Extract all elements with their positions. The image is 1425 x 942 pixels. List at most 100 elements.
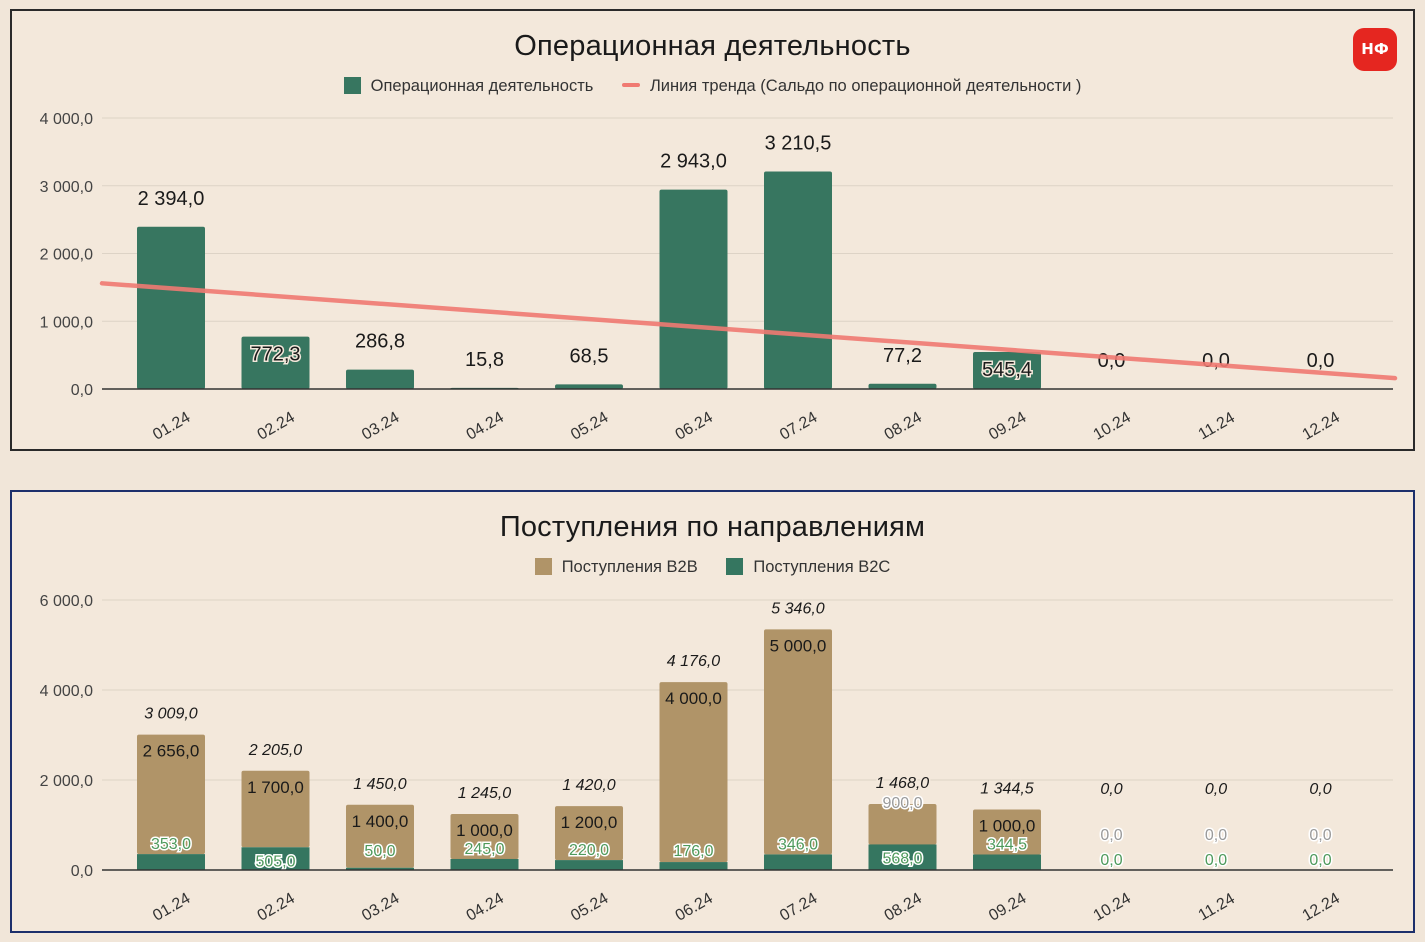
b2c-value-label: 505,0 bbox=[255, 853, 295, 870]
total-label: 2 205,0 bbox=[248, 742, 302, 759]
bar-b2c bbox=[241, 847, 310, 870]
y-tick-label: 1 000,0 bbox=[40, 314, 93, 331]
b2c-value-label: 0,0 bbox=[1309, 852, 1331, 869]
data-label: 0,0 bbox=[1202, 350, 1230, 372]
total-label: 3 009,0 bbox=[144, 706, 197, 723]
chart-title: Поступления по направлениям bbox=[499, 511, 926, 543]
b2c-value-label: 568,0 bbox=[882, 850, 922, 867]
y-tick-label: 0,0 bbox=[71, 863, 93, 880]
b2b-value-label: 1 000,0 bbox=[979, 816, 1036, 835]
x-tick-label: 08.24 bbox=[882, 890, 925, 925]
x-tick-label: 06.24 bbox=[673, 409, 716, 444]
total-label: 1 344,5 bbox=[980, 780, 1033, 797]
x-tick-label: 09.24 bbox=[986, 890, 1029, 925]
x-tick-label: 12.24 bbox=[1300, 890, 1343, 925]
b2c-value-label: 50,0 bbox=[364, 843, 395, 860]
b2c-value-label: 353,0 bbox=[151, 836, 191, 853]
data-label: 545,4 bbox=[982, 359, 1032, 381]
y-tick-label: 6 000,0 bbox=[40, 593, 93, 610]
x-tick-label: 07.24 bbox=[777, 409, 820, 444]
x-tick-label: 04.24 bbox=[464, 409, 507, 444]
b2b-value-label: 1 700,0 bbox=[247, 778, 304, 797]
b2b-value-label: 0,0 bbox=[1205, 827, 1227, 844]
data-label: 772,3 bbox=[250, 344, 300, 366]
total-label: 0,0 bbox=[1205, 781, 1227, 798]
legend-item-trendline[interactable]: Линия тренда (Сальдо по операционной дея… bbox=[621, 77, 1082, 96]
bar-operating bbox=[137, 226, 205, 389]
legend-swatch-b2b bbox=[534, 558, 552, 576]
bar-b2c bbox=[137, 854, 205, 870]
x-tick-label: 07.24 bbox=[777, 890, 820, 925]
bar-operating bbox=[868, 383, 937, 389]
b2b-value-label: 1 000,0 bbox=[456, 821, 513, 840]
data-label: 3 210,5 bbox=[765, 132, 832, 154]
b2c-value-label: 346,0 bbox=[778, 836, 818, 853]
b2b-value-label: 5 000,0 bbox=[770, 636, 827, 655]
legend-label-b2c: Поступления B2C bbox=[753, 558, 891, 577]
x-tick-label: 10.24 bbox=[1091, 890, 1134, 925]
bar-operating bbox=[555, 384, 623, 389]
chart-title: Операционная деятельность bbox=[514, 30, 911, 62]
bar-b2b bbox=[659, 682, 728, 863]
total-label: 1 450,0 bbox=[353, 776, 406, 793]
x-tick-label: 01.24 bbox=[150, 890, 193, 925]
receipts-by-direction-chart: 0,0 2 000,0 4 000,0 6 000,0 3 009,0 2 656,0 35… bbox=[40, 593, 1393, 925]
total-label: 0,0 bbox=[1309, 781, 1331, 798]
y-tick-label: 3 000,0 bbox=[40, 179, 93, 196]
b2b-value-label: 1 200,0 bbox=[561, 813, 618, 832]
data-label: 0,0 bbox=[1307, 350, 1335, 372]
bar-b2c bbox=[346, 867, 414, 870]
receipts-by-direction-panel: Поступления по направлениям Поступления … bbox=[10, 490, 1415, 933]
x-tick-label: 02.24 bbox=[255, 409, 298, 444]
bar-b2c bbox=[868, 844, 937, 870]
total-label: 0,0 bbox=[1100, 781, 1122, 798]
total-label: 4 176,0 bbox=[667, 653, 720, 670]
y-tick-label: 2 000,0 bbox=[40, 247, 93, 264]
b2b-value-label: 0,0 bbox=[1100, 827, 1122, 844]
bar-b2b bbox=[973, 809, 1041, 855]
x-tick-label: 09.24 bbox=[986, 409, 1029, 444]
b2b-value-label: 2 656,0 bbox=[143, 742, 200, 761]
legend-label-trendline: Линия тренда (Сальдо по операционной дея… bbox=[649, 77, 1082, 96]
x-tick-label: 05.24 bbox=[568, 409, 611, 444]
trend-line bbox=[99, 281, 1398, 381]
y-tick-label: 2 000,0 bbox=[40, 773, 93, 790]
x-tick-label: 05.24 bbox=[568, 890, 611, 925]
data-label: 68,5 bbox=[570, 345, 609, 367]
b2c-value-label: 0,0 bbox=[1205, 852, 1227, 869]
legend-label-b2b: Поступления B2B bbox=[561, 558, 698, 577]
bar-b2c bbox=[659, 862, 728, 870]
legend-item-operating[interactable]: Операционная деятельность bbox=[343, 77, 594, 96]
total-label: 5 346,0 bbox=[771, 600, 824, 617]
chart-legend: Операционная деятельность Линия тренда (… bbox=[12, 77, 1413, 96]
bar-b2b bbox=[137, 734, 205, 855]
legend-label-operating: Операционная деятельность bbox=[370, 77, 594, 96]
bar-operating bbox=[973, 352, 1041, 389]
y-tick-label: 0,0 bbox=[71, 382, 93, 399]
bar-b2b bbox=[764, 629, 832, 855]
data-label: 15,8 bbox=[465, 349, 504, 371]
legend-item-b2b[interactable]: Поступления B2B bbox=[534, 558, 698, 577]
legend-swatch-b2c bbox=[726, 558, 744, 576]
bar-b2b bbox=[346, 804, 414, 868]
legend-item-b2c[interactable]: Поступления B2C bbox=[726, 558, 890, 577]
total-label: 1 420,0 bbox=[562, 777, 615, 794]
x-tick-label: 06.24 bbox=[673, 890, 716, 925]
bar-b2b bbox=[450, 813, 519, 859]
bar-b2c bbox=[764, 854, 832, 870]
legend-swatch-operating bbox=[343, 77, 361, 95]
bar-b2c bbox=[450, 858, 519, 870]
data-label: 0,0 bbox=[1098, 350, 1126, 372]
bar-operating bbox=[764, 171, 832, 389]
b2c-value-label: 176,0 bbox=[673, 843, 713, 860]
data-label: 286,8 bbox=[355, 331, 405, 353]
b2c-value-label: 220,0 bbox=[569, 842, 609, 859]
data-label: 2 394,0 bbox=[138, 188, 205, 210]
total-label: 1 245,0 bbox=[458, 785, 511, 802]
nf-logo-badge: НФ bbox=[1353, 28, 1397, 71]
data-label: 2 943,0 bbox=[660, 151, 727, 173]
x-tick-label: 11.24 bbox=[1196, 409, 1238, 443]
x-tick-label: 03.24 bbox=[359, 409, 402, 444]
b2c-value-label: 245,0 bbox=[464, 841, 504, 858]
bar-operating bbox=[346, 369, 414, 389]
